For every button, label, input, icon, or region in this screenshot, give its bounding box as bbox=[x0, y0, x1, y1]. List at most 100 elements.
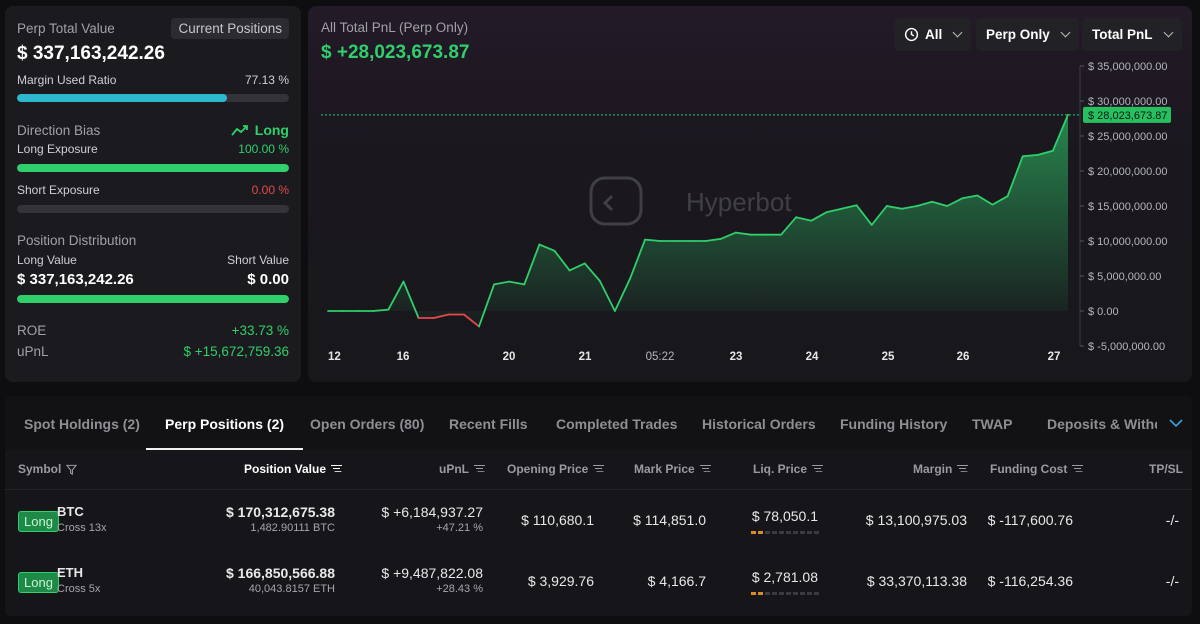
liquidation-risk-bar bbox=[751, 531, 819, 534]
header-tpsl: TP/SL bbox=[1149, 462, 1183, 476]
x-tick-label: 16 bbox=[397, 351, 410, 363]
tab-perp-positions[interactable]: Perp Positions (2) bbox=[145, 396, 304, 450]
current-value-label: $ 28,023,673.87 bbox=[1088, 110, 1168, 122]
sort-icon bbox=[474, 465, 485, 473]
upnl: $ +9,487,822.08 bbox=[381, 565, 483, 581]
pnl-line-segment bbox=[901, 205, 918, 210]
symbol[interactable]: ETH bbox=[57, 565, 83, 580]
pnl-line-segment bbox=[523, 243, 541, 286]
tab-completed-trades[interactable]: Completed Trades bbox=[556, 416, 678, 432]
x-tick-label: 24 bbox=[806, 351, 819, 363]
pnl-line-segment bbox=[1036, 149, 1054, 156]
tab-twap[interactable]: TWAP bbox=[972, 416, 1013, 432]
header-mark-price-label: Mark Price bbox=[634, 462, 695, 476]
roe-label: ROE bbox=[17, 323, 47, 338]
pnl-area-chart[interactable]: Hyperbot $ 35,000,000.00$ 30,000,000.00$… bbox=[308, 6, 1192, 382]
pnl-line-segment bbox=[795, 216, 813, 222]
header-liq-price[interactable]: Liq. Price bbox=[753, 462, 824, 476]
pnl-line-segment bbox=[493, 280, 511, 286]
pnl-line-segment bbox=[976, 194, 994, 206]
sort-icon bbox=[1072, 465, 1084, 473]
long-value-label: Long Value bbox=[17, 253, 77, 267]
metric-dropdown[interactable]: Total PnL bbox=[1082, 18, 1182, 51]
margin-mode: Cross 13x bbox=[57, 522, 107, 534]
header-opening-price-label: Opening Price bbox=[507, 462, 589, 476]
pnl-line-segment bbox=[855, 204, 873, 226]
tab-spot-holdings[interactable]: Spot Holdings (2) bbox=[24, 416, 140, 432]
tpsl[interactable]: -/- bbox=[1165, 573, 1179, 589]
metric-value: Total PnL bbox=[1092, 27, 1153, 42]
header-mark-price[interactable]: Mark Price bbox=[634, 462, 711, 476]
long-value: $ 337,163,242.26 bbox=[17, 271, 134, 288]
header-funding-cost[interactable]: Funding Cost bbox=[990, 462, 1084, 476]
chevron-down-icon[interactable] bbox=[1169, 418, 1183, 428]
tab-deposits-withdrawals[interactable]: Deposits & Withdra bbox=[1047, 416, 1157, 432]
y-tick-label: $ 0.00 bbox=[1088, 306, 1119, 318]
tpsl[interactable]: -/- bbox=[1165, 512, 1179, 528]
header-upnl[interactable]: uPnL bbox=[439, 462, 485, 476]
x-tick-label: 26 bbox=[957, 351, 970, 363]
upnl: $ +6,184,937.27 bbox=[381, 504, 483, 520]
pnl-line-segment bbox=[402, 280, 420, 319]
long-exposure-label: Long Exposure bbox=[17, 142, 98, 156]
direction-bias-label: Direction Bias bbox=[17, 122, 101, 138]
tab-recent-fills[interactable]: Recent Fills bbox=[449, 416, 528, 432]
tab-historical-orders[interactable]: Historical Orders bbox=[702, 416, 816, 432]
tab-open-orders[interactable]: Open Orders (80) bbox=[310, 416, 425, 432]
margin-mode: Cross 5x bbox=[57, 583, 101, 595]
time-range-value: All bbox=[925, 27, 943, 42]
header-opening-price[interactable]: Opening Price bbox=[507, 462, 605, 476]
x-tick-label: 12 bbox=[328, 351, 341, 363]
sort-icon bbox=[812, 465, 824, 473]
perp-total-value-label: Perp Total Value bbox=[17, 20, 115, 36]
pnl-line-segment bbox=[372, 308, 390, 312]
y-tick-label: $ 5,000,000.00 bbox=[1088, 271, 1161, 283]
x-tick-label: 23 bbox=[730, 351, 743, 363]
pnl-line-segment bbox=[1021, 153, 1039, 158]
margin-used-ratio-label: Margin Used Ratio bbox=[17, 73, 117, 87]
position-size: 40,043.8157 ETH bbox=[248, 583, 335, 595]
scope-dropdown[interactable]: Perp Only bbox=[976, 18, 1079, 51]
header-tpsl-label: TP/SL bbox=[1149, 462, 1184, 476]
pnl-line-segment bbox=[991, 195, 1009, 206]
time-range-dropdown[interactable]: All bbox=[894, 18, 972, 51]
header-liq-price-label: Liq. Price bbox=[753, 462, 808, 476]
side-badge: Long bbox=[18, 572, 59, 593]
y-tick-label: $ 20,000,000.00 bbox=[1088, 166, 1168, 178]
header-symbol[interactable]: Symbol bbox=[18, 462, 78, 476]
current-value-marker: $ 28,023,673.87 bbox=[1083, 106, 1171, 123]
pnl-line-segment bbox=[961, 194, 979, 200]
pnl-line-segment bbox=[704, 237, 722, 242]
long-exposure-value: 100.00 % bbox=[238, 142, 289, 156]
pnl-line-segment bbox=[810, 211, 828, 222]
roe-value: +33.73 % bbox=[231, 323, 289, 338]
current-positions-button[interactable]: Current Positions bbox=[171, 17, 289, 39]
tab-funding-history[interactable]: Funding History bbox=[840, 416, 948, 432]
trend-up-icon bbox=[231, 125, 248, 136]
pnl-line-segment bbox=[613, 277, 631, 312]
margin-used-ratio-fill bbox=[17, 94, 227, 102]
account-stats-panel: Perp Total Value Current Positions $ 337… bbox=[5, 6, 301, 382]
filter-icon[interactable] bbox=[66, 464, 78, 475]
hyperbot-logo: Hyperbot bbox=[589, 176, 792, 226]
long-exposure-fill bbox=[17, 164, 289, 172]
pnl-line-segment bbox=[734, 231, 752, 236]
pnl-line-segment bbox=[387, 280, 405, 311]
header-position-value[interactable]: Position Value bbox=[244, 462, 343, 476]
pnl-line-segment bbox=[462, 313, 480, 328]
pnl-line-segment bbox=[644, 238, 662, 242]
pnl-line-segment bbox=[1006, 155, 1024, 198]
symbol[interactable]: BTC bbox=[57, 504, 84, 519]
pnl-line-segment bbox=[780, 216, 798, 236]
y-axis: $ 35,000,000.00 $ 30,000,000.00 $ 25,000,0… bbox=[1080, 61, 1168, 353]
header-margin-label: Margin bbox=[913, 462, 953, 476]
margin: $ 33,370,113.38 bbox=[866, 573, 967, 589]
header-funding-cost-label: Funding Cost bbox=[990, 462, 1068, 476]
tab-bar: Spot Holdings (2) Perp Positions (2) Ope… bbox=[5, 396, 1192, 450]
opening-price: $ 3,929.76 bbox=[527, 573, 594, 589]
header-margin[interactable]: Margin bbox=[913, 462, 969, 476]
liquidation-risk-bar bbox=[751, 592, 819, 595]
upnl-label: uPnL bbox=[17, 344, 49, 359]
margin: $ 13,100,975.03 bbox=[865, 512, 967, 528]
